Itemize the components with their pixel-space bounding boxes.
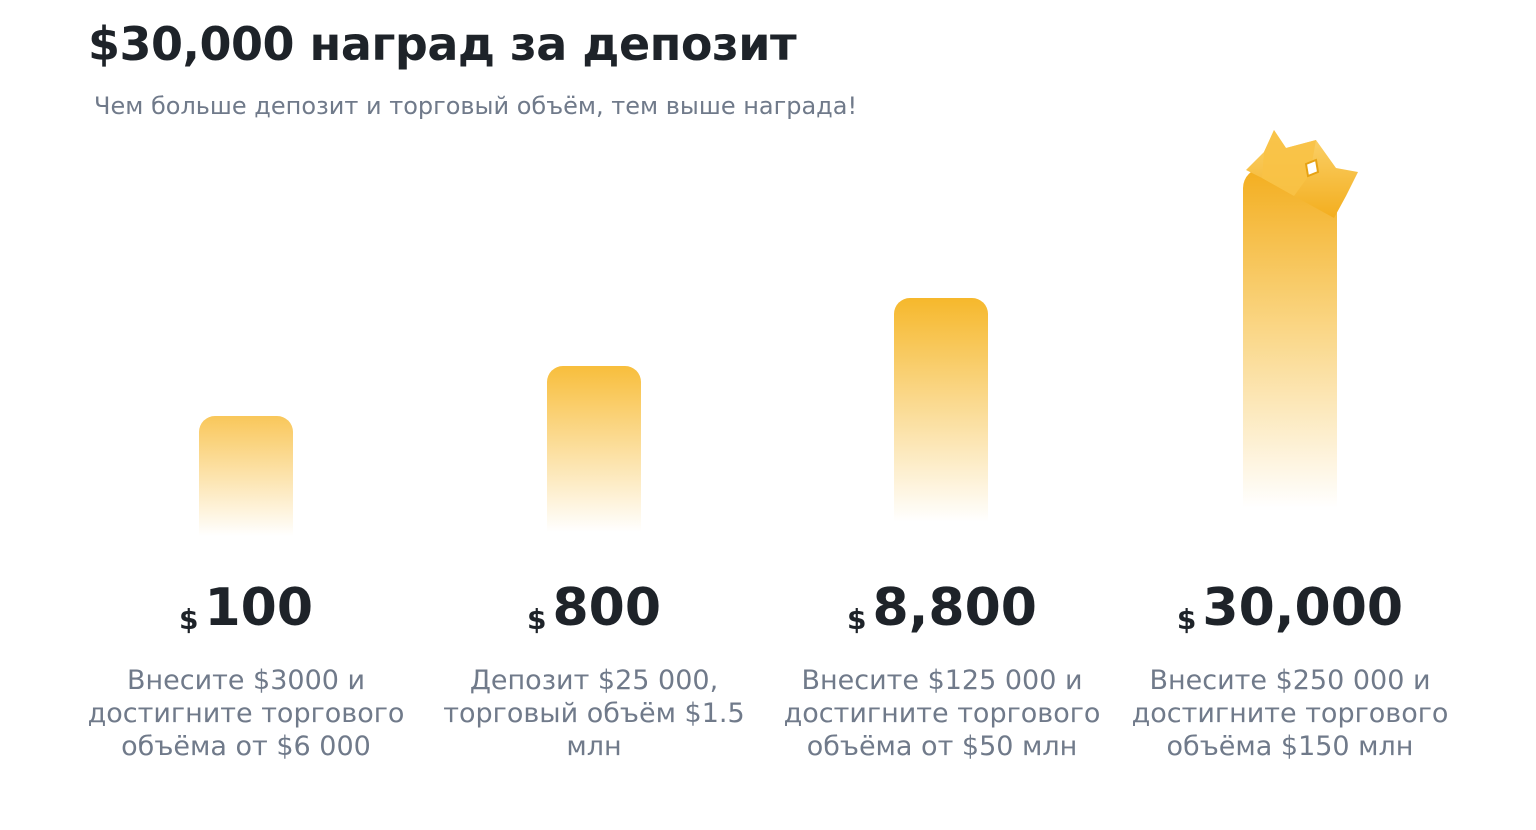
reward-condition: Внесите $125 000 и достигните торгового … bbox=[783, 665, 1101, 762]
reward-condition: Внесите $250 000 и достигните торгового … bbox=[1131, 665, 1449, 762]
page-title: $30,000 наград за депозит bbox=[88, 17, 797, 71]
reward-value: 30,000 bbox=[1202, 578, 1404, 638]
currency-symbol: $ bbox=[1176, 603, 1197, 636]
reward-amount: $100 bbox=[76, 578, 416, 650]
page-subtitle: Чем больше депозит и торговый объём, тем… bbox=[94, 92, 858, 120]
reward-bar-tier-1 bbox=[199, 416, 293, 536]
reward-bar-tier-4 bbox=[1243, 168, 1337, 508]
reward-tier-3: $8,800 Внесите $125 000 и достигните тор… bbox=[772, 578, 1112, 763]
reward-tier-2: $800 Депозит $25 000, торговый объём $1.… bbox=[424, 578, 764, 763]
currency-symbol: $ bbox=[847, 603, 867, 636]
reward-value: 100 bbox=[204, 578, 314, 638]
reward-value: 8,800 bbox=[872, 578, 1037, 638]
reward-tier-4: $30,000 Внесите $250 000 и достигните то… bbox=[1120, 578, 1460, 763]
reward-tier-1: $100 Внесите $3000 и достигните торговог… bbox=[76, 578, 416, 763]
reward-amount: $800 bbox=[424, 578, 764, 650]
reward-condition: Депозит $25 000, торговый объём $1.5 млн bbox=[443, 665, 745, 762]
reward-bar-tier-3 bbox=[894, 298, 988, 522]
reward-condition: Внесите $3000 и достигните торгового объ… bbox=[87, 665, 405, 762]
currency-symbol: $ bbox=[178, 603, 199, 636]
currency-symbol: $ bbox=[526, 603, 547, 636]
reward-bar-tier-2 bbox=[547, 366, 641, 532]
reward-amount: $8,800 bbox=[772, 578, 1112, 650]
crown-icon bbox=[1246, 130, 1358, 218]
reward-amount: $30,000 bbox=[1120, 578, 1460, 650]
reward-value: 800 bbox=[552, 578, 662, 638]
